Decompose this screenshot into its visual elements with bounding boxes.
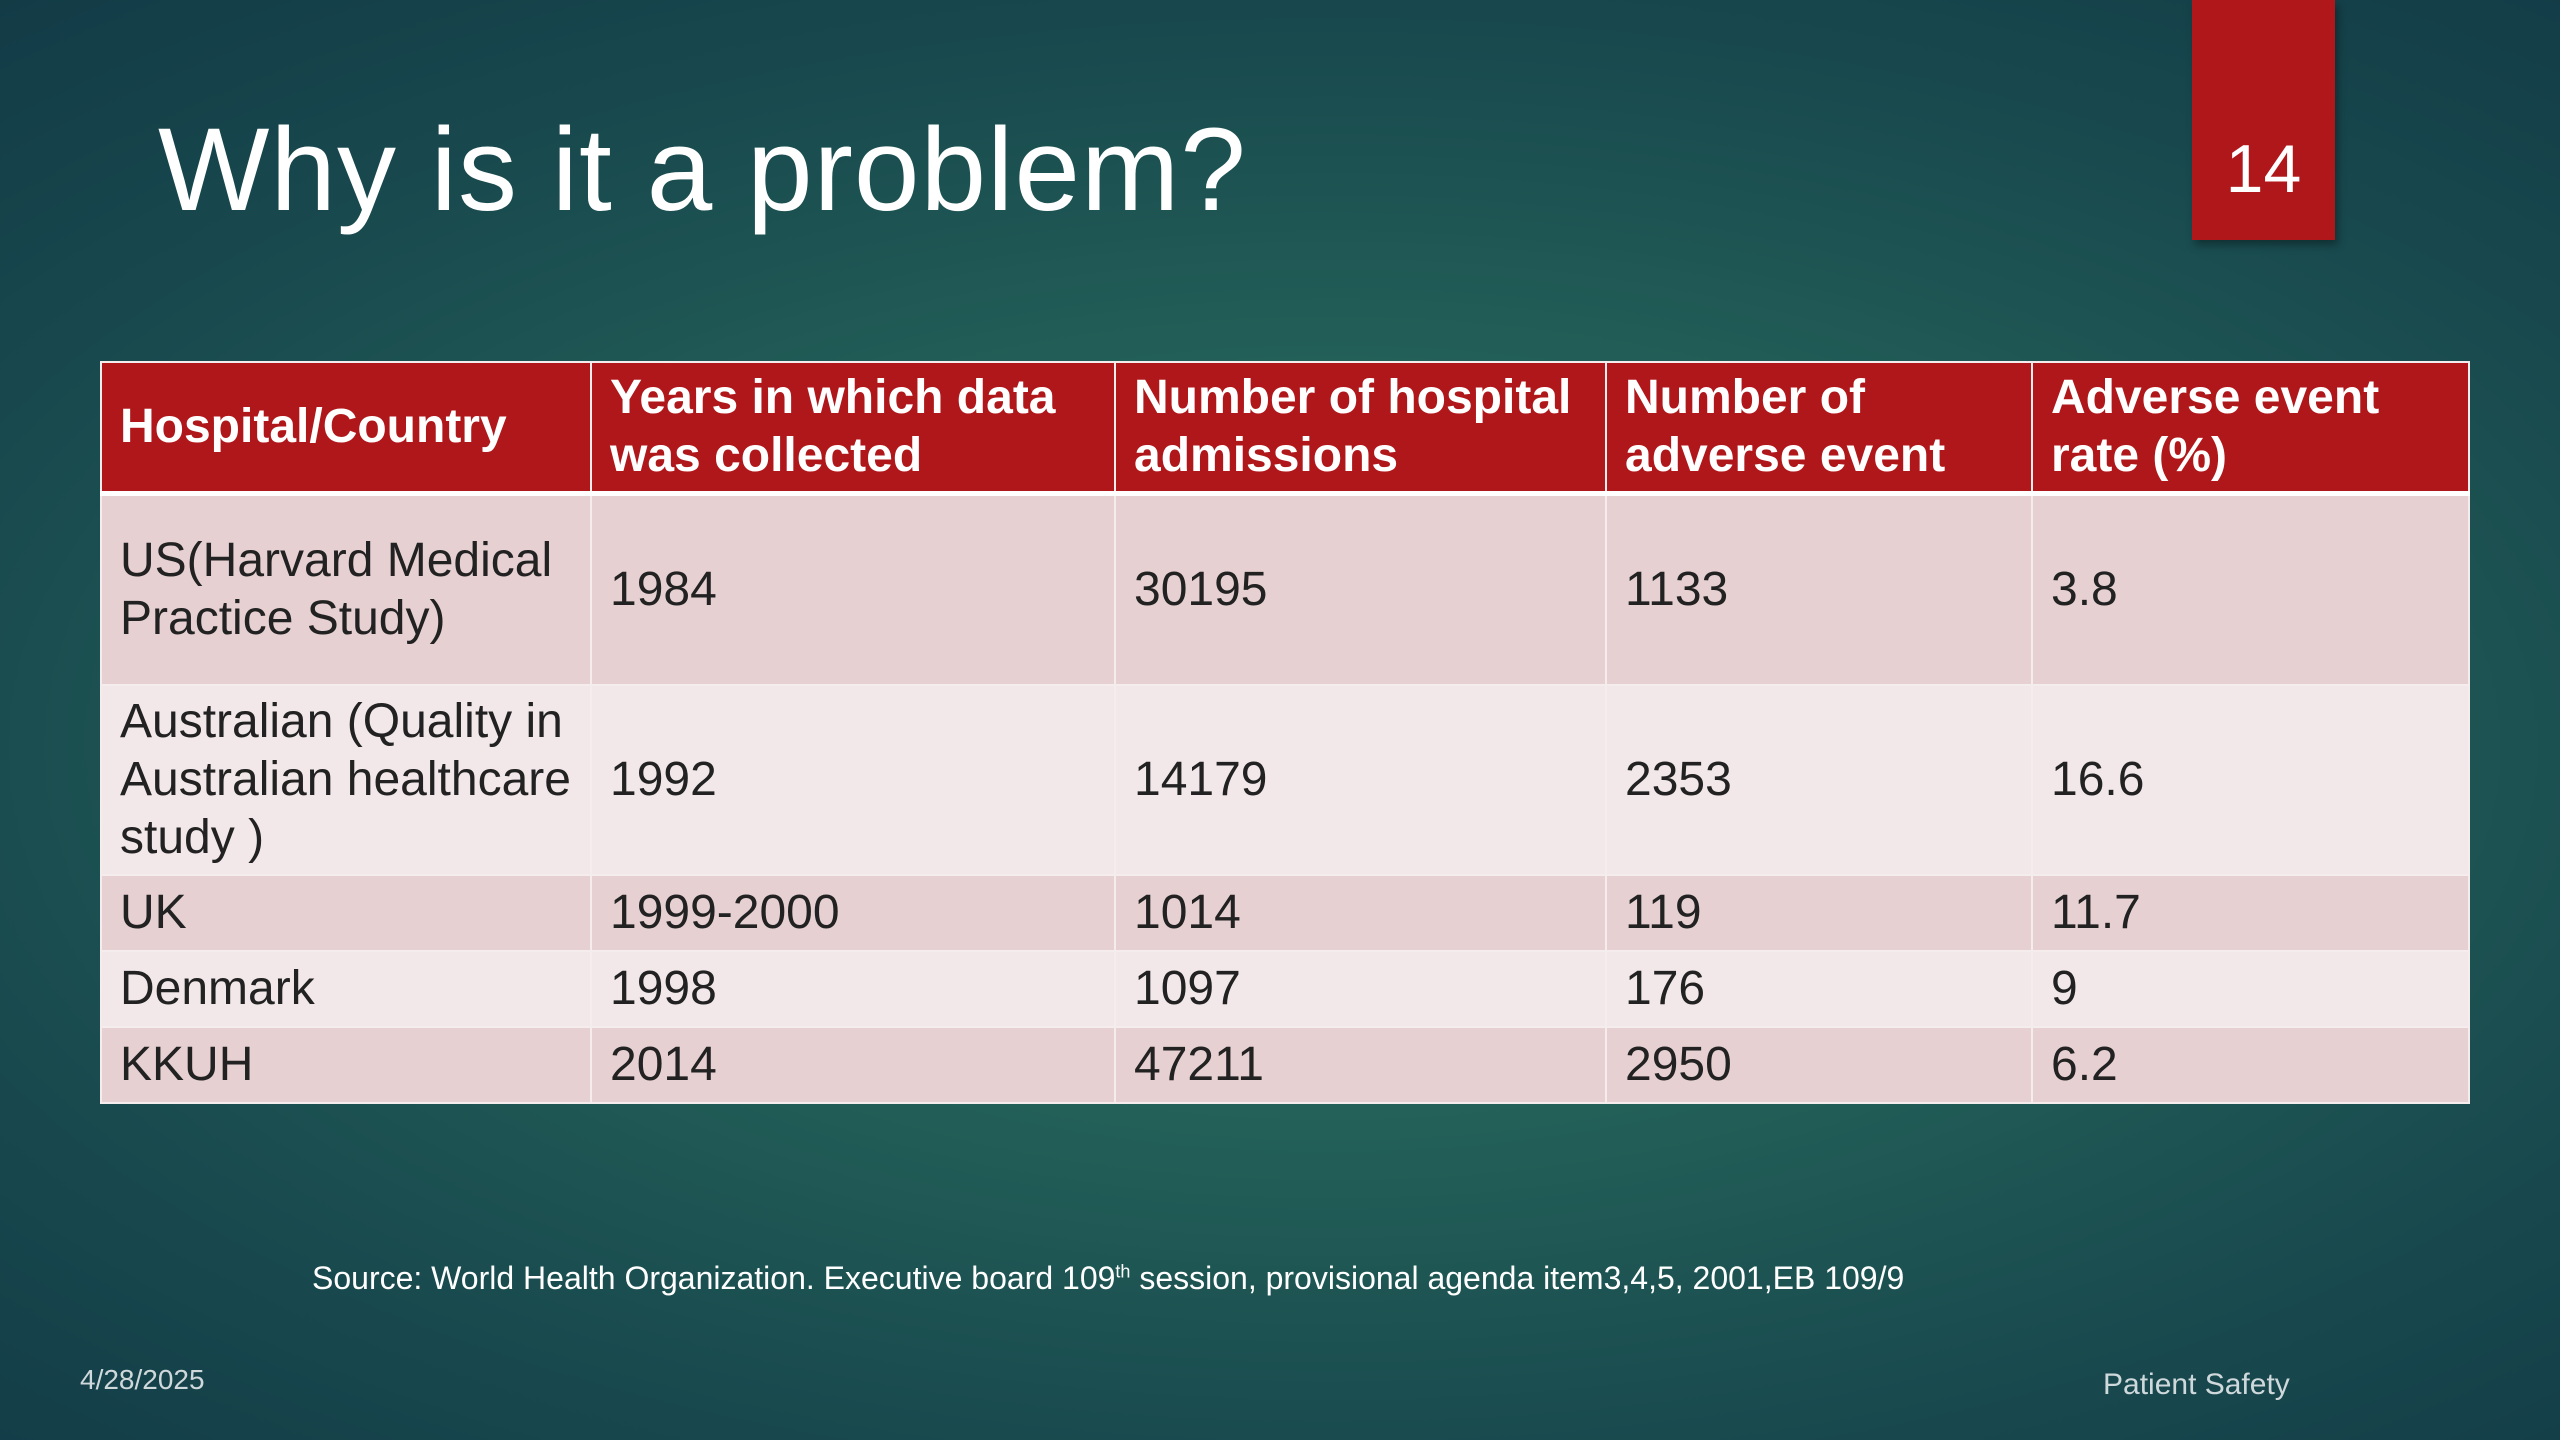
header-admissions: Number of hospital admissions bbox=[1114, 361, 1607, 496]
table-header-row: Hospital/Country Years in which data was… bbox=[100, 361, 2470, 496]
cell-adverse-events: 2353 bbox=[1605, 684, 2033, 876]
cell-hospital-country: KKUH bbox=[100, 1026, 592, 1104]
cell-hospital-country: Australian (Quality in Australian health… bbox=[100, 684, 592, 876]
source-text: Source: World Health Organization. Execu… bbox=[312, 1260, 1116, 1296]
source-text-rest: session, provisional agenda item3,4,5, 2… bbox=[1130, 1260, 1905, 1296]
header-adverse-rate: Adverse event rate (%) bbox=[2031, 361, 2470, 496]
adverse-events-table: Hospital/Country Years in which data was… bbox=[100, 361, 2470, 1104]
table-row: UK 1999-2000 1014 119 11.7 bbox=[100, 874, 2470, 952]
cell-admissions: 1097 bbox=[1114, 950, 1607, 1028]
cell-adverse-rate: 6.2 bbox=[2031, 1026, 2470, 1104]
footer-text: Patient Safety bbox=[2103, 1368, 2290, 1401]
cell-years: 1999-2000 bbox=[590, 874, 1116, 952]
footer-date: 4/28/2025 bbox=[80, 1364, 205, 1395]
cell-adverse-events: 119 bbox=[1605, 874, 2033, 952]
cell-adverse-events: 2950 bbox=[1605, 1026, 2033, 1104]
cell-adverse-rate: 16.6 bbox=[2031, 684, 2470, 876]
table-row: KKUH 2014 47211 2950 6.2 bbox=[100, 1026, 2470, 1104]
cell-hospital-country: UK bbox=[100, 874, 592, 952]
table-row: US(Harvard Medical Practice Study) 1984 … bbox=[100, 492, 2470, 686]
source-citation: Source: World Health Organization. Execu… bbox=[312, 1260, 1904, 1297]
cell-adverse-events: 176 bbox=[1605, 950, 2033, 1028]
header-adverse-events: Number of adverse event bbox=[1605, 361, 2033, 496]
page-number-badge: 14 bbox=[2192, 0, 2335, 240]
cell-years: 1998 bbox=[590, 950, 1116, 1028]
cell-adverse-rate: 9 bbox=[2031, 950, 2470, 1028]
cell-admissions: 30195 bbox=[1114, 492, 1607, 686]
source-superscript: th bbox=[1115, 1261, 1131, 1282]
page-number: 14 bbox=[2225, 131, 2302, 207]
header-hospital-country: Hospital/Country bbox=[100, 361, 592, 496]
cell-years: 2014 bbox=[590, 1026, 1116, 1104]
cell-admissions: 14179 bbox=[1114, 684, 1607, 876]
slide-title: Why is it a problem? bbox=[158, 104, 1247, 236]
cell-years: 1984 bbox=[590, 492, 1116, 686]
table-row: Australian (Quality in Australian health… bbox=[100, 684, 2470, 876]
cell-admissions: 47211 bbox=[1114, 1026, 1607, 1104]
cell-adverse-rate: 11.7 bbox=[2031, 874, 2470, 952]
cell-years: 1992 bbox=[590, 684, 1116, 876]
header-years: Years in which data was collected bbox=[590, 361, 1116, 496]
cell-hospital-country: US(Harvard Medical Practice Study) bbox=[100, 492, 592, 686]
table-row: Denmark 1998 1097 176 9 bbox=[100, 950, 2470, 1028]
cell-adverse-rate: 3.8 bbox=[2031, 492, 2470, 686]
cell-hospital-country: Denmark bbox=[100, 950, 592, 1028]
cell-admissions: 1014 bbox=[1114, 874, 1607, 952]
cell-adverse-events: 1133 bbox=[1605, 492, 2033, 686]
